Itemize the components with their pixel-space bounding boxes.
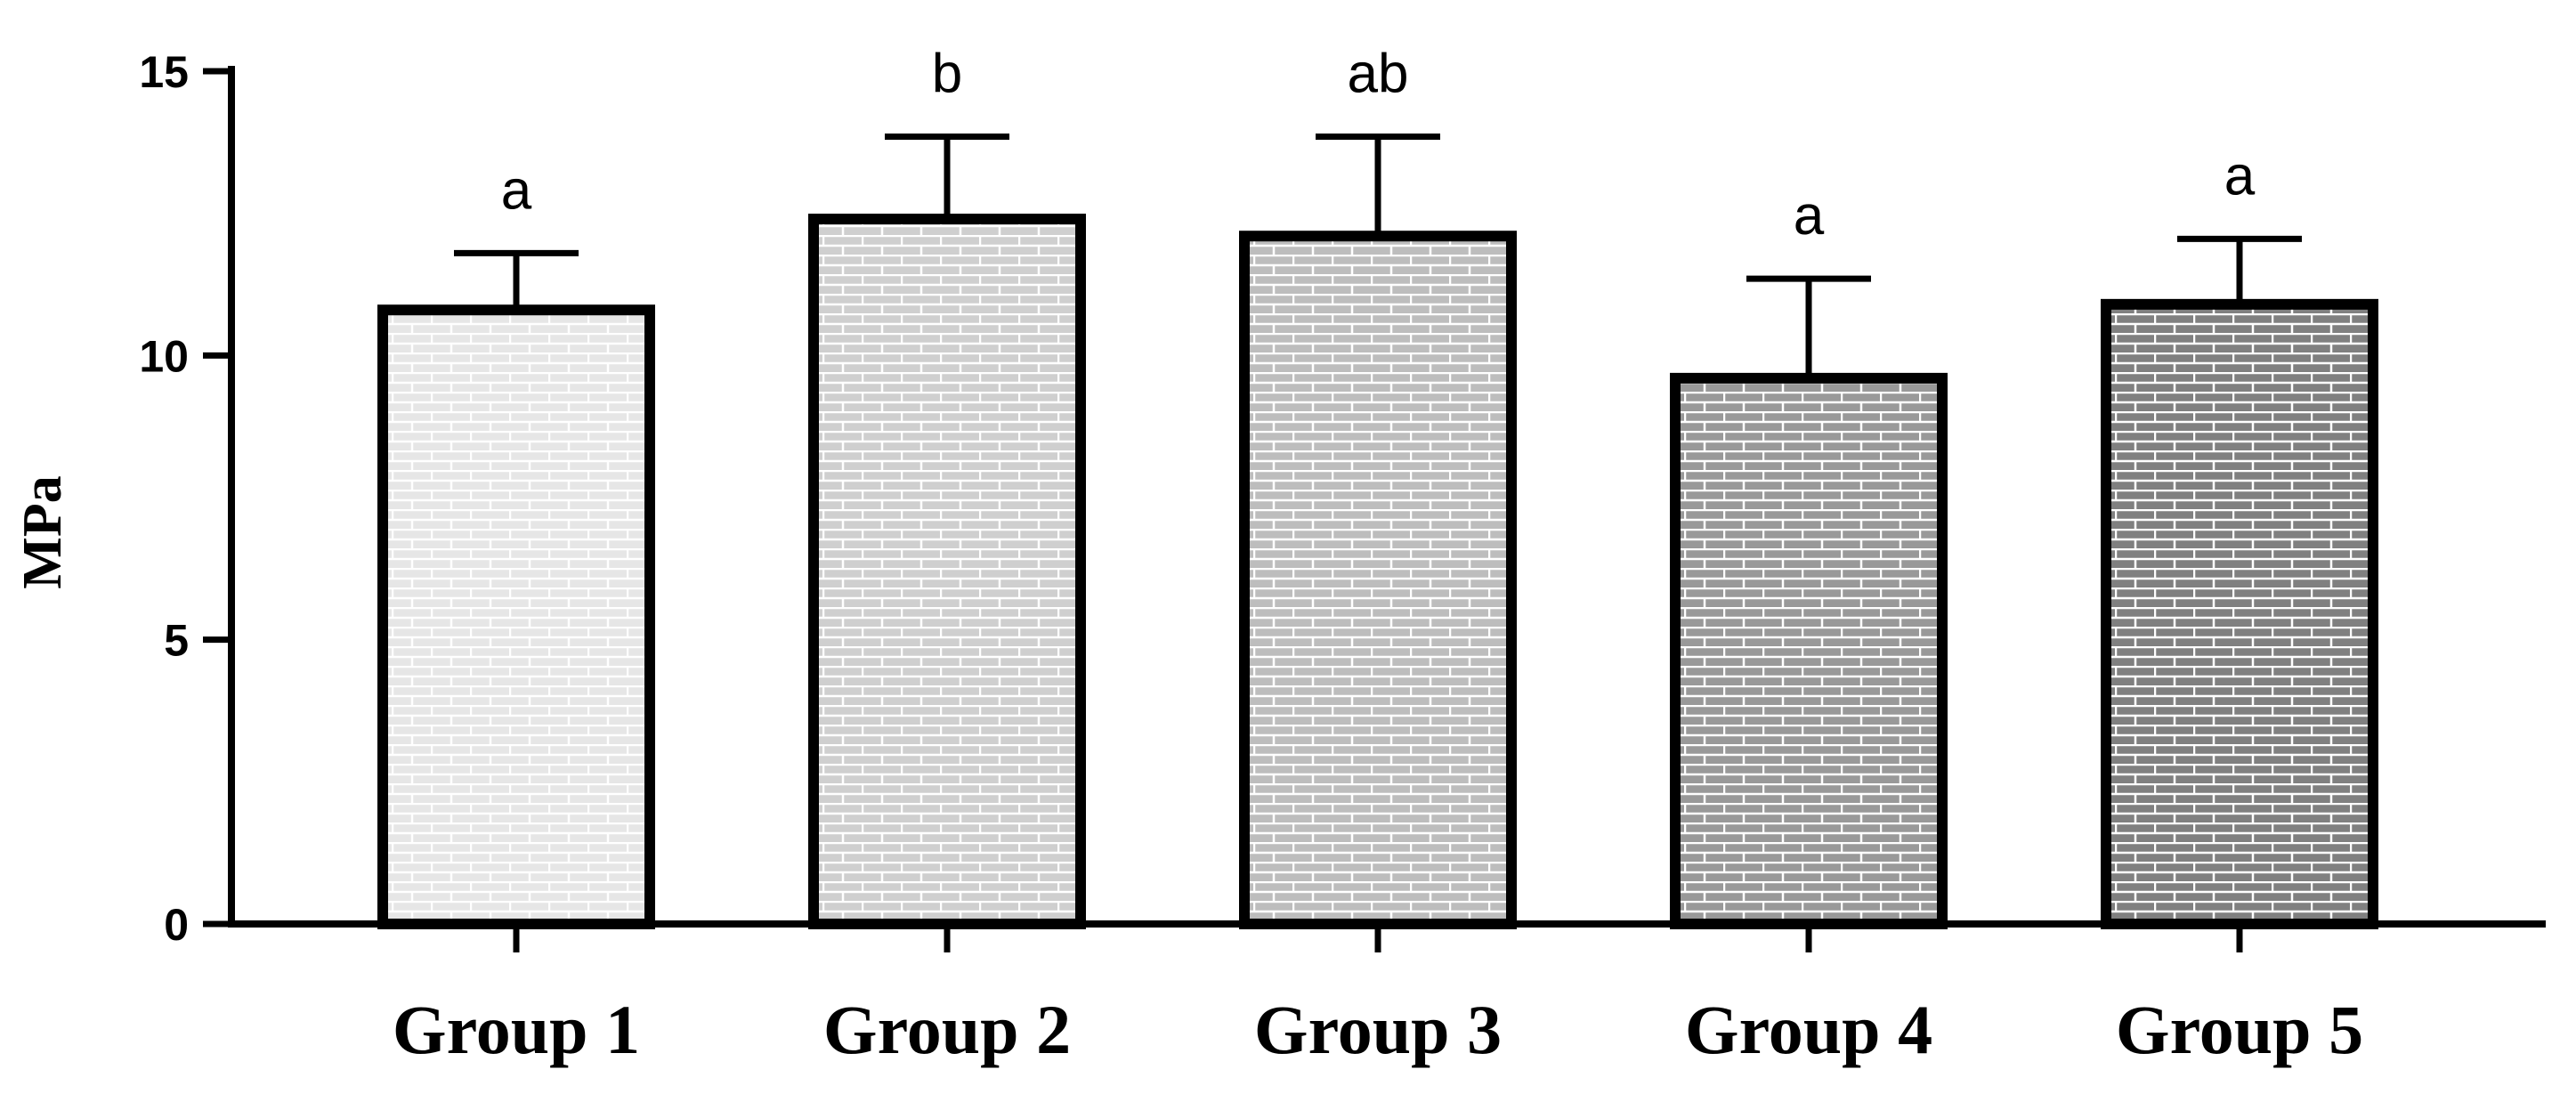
y-ticks: 0 5 10 15	[139, 47, 231, 950]
bar-group-4	[1670, 372, 1948, 929]
significance-label-5: a	[2224, 145, 2256, 207]
bar-group-1	[377, 304, 655, 929]
x-tick-label-3: Group 3	[1254, 991, 1502, 1068]
x-tick-label-5: Group 5	[2116, 991, 2363, 1068]
y-tick-label: 0	[164, 900, 189, 950]
significance-label-1: a	[501, 159, 532, 221]
bars-layer	[377, 214, 2378, 930]
x-ticks: Group 1 Group 2 Group 3 Group 4 Group 5	[393, 924, 2363, 1068]
bar-group-3	[1239, 231, 1517, 930]
significance-label-4: a	[1794, 185, 1825, 247]
x-tick-label-2: Group 2	[823, 991, 1071, 1068]
significance-label-2: b	[932, 43, 962, 104]
y-tick-label: 10	[139, 331, 189, 381]
x-tick-label-1: Group 1	[393, 991, 640, 1068]
y-tick-label: 5	[164, 616, 189, 666]
bar-group-2	[808, 214, 1086, 929]
x-tick-label-4: Group 4	[1685, 991, 1932, 1068]
bar-group-5	[2101, 298, 2378, 929]
y-axis-label: MPa	[12, 475, 73, 588]
y-tick-label: 15	[139, 47, 189, 97]
error-bars-layer	[454, 133, 2302, 378]
significance-label-3: ab	[1348, 43, 1409, 104]
